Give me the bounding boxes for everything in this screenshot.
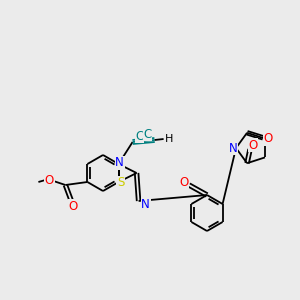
Text: C: C: [143, 128, 152, 140]
Text: N: N: [141, 197, 150, 211]
Text: O: O: [179, 176, 189, 188]
Text: O: O: [45, 173, 54, 187]
Text: H: H: [164, 134, 173, 144]
Text: C: C: [136, 130, 144, 142]
Text: O: O: [69, 200, 78, 212]
Text: N: N: [115, 157, 124, 169]
Text: S: S: [117, 176, 124, 190]
Text: N: N: [229, 142, 237, 154]
Text: O: O: [263, 132, 273, 145]
Text: O: O: [248, 139, 258, 152]
